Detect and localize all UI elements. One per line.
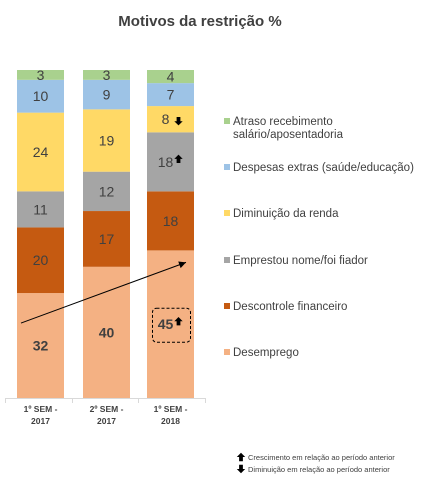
legend-swatch — [224, 118, 230, 124]
legend-label: Diminuição da renda — [233, 208, 339, 220]
bar-segment-desemprego — [147, 250, 194, 398]
data-label: 19 — [99, 133, 115, 149]
bar-segment-despesas-extras-saude-educacao — [17, 79, 64, 113]
bar-segment-descontrole-financeiro — [147, 191, 194, 251]
legend-swatch — [224, 164, 230, 170]
x-axis: 1º SEM -2017 2º SEM -2017 1º SEM -2018 — [5, 398, 206, 426]
decrease-arrow-icon — [236, 464, 246, 474]
indicator-key: Crescimento em relação ao período anteri… — [236, 452, 395, 474]
trend-arrow-line — [20, 261, 187, 324]
indicator-key-up: Crescimento em relação ao período anteri… — [248, 453, 395, 462]
bar-segment-emprestou-nome-foi-fiador — [83, 171, 130, 212]
bar-segment-desemprego — [83, 266, 130, 398]
decrease-arrow-icon — [174, 117, 183, 126]
bar-segment-atraso-recebimento-salario-aposentadoria — [147, 70, 194, 84]
legend-swatch — [224, 210, 230, 216]
legend-label: Despesas extras (saúde/educação) — [233, 162, 414, 174]
highlight-box — [152, 307, 191, 343]
data-label: 3 — [37, 67, 45, 83]
x-tick-label: 1º SEM -2018 — [154, 404, 188, 426]
bar-segment-diminuicao-da-renda — [17, 112, 64, 192]
bar-segment-descontrole-financeiro — [17, 227, 64, 294]
data-label: 10 — [33, 88, 49, 104]
data-label: 11 — [33, 201, 48, 217]
bars-layer — [17, 70, 194, 398]
data-label: 3 — [103, 67, 111, 83]
bar-segment-emprestou-nome-foi-fiador — [17, 191, 64, 228]
data-label: 7 — [167, 87, 175, 103]
legend-label: Atraso recebimento salário/aposentadoria — [233, 116, 344, 141]
bar-segment-atraso-recebimento-salario-aposentadoria — [17, 70, 64, 80]
legend: Atraso recebimento salário/aposentadoria D… — [224, 116, 414, 359]
bar-segment-emprestou-nome-foi-fiador — [147, 132, 194, 192]
bar-segment-descontrole-financeiro — [83, 211, 130, 267]
x-tick-label: 1º SEM -2017 — [24, 404, 58, 426]
legend-swatch — [224, 257, 230, 263]
data-label: 45 — [158, 316, 174, 332]
indicator-key-down: Diminuição em relação ao período anterio… — [248, 465, 390, 474]
data-label: 8 — [162, 111, 170, 127]
bar-segment-despesas-extras-saude-educacao — [83, 79, 130, 110]
chart-title: Motivos da restrição % — [118, 13, 281, 30]
bar-segment-despesas-extras-saude-educacao — [147, 83, 194, 107]
bar-segment-diminuicao-da-renda — [83, 109, 130, 172]
data-label: 20 — [33, 252, 49, 268]
legend-label: Emprestou nome/foi fiador — [233, 255, 368, 267]
legend-label: Descontrole financeiro — [233, 301, 347, 313]
data-label: 32 — [33, 338, 49, 354]
trend-arrowhead-icon — [178, 261, 186, 269]
increase-arrow-icon — [174, 154, 183, 164]
data-label: 9 — [103, 87, 111, 103]
data-label: 18 — [163, 213, 179, 229]
legend-swatch — [224, 349, 230, 355]
legend-swatch — [224, 303, 230, 309]
legend-label: Desemprego — [233, 347, 299, 359]
data-label: 40 — [99, 324, 115, 340]
overlay-layer: 32 20 11 24 10 3 40 17 12 19 9 3 45 18 18 8 7 4 — [20, 67, 191, 354]
data-label: 17 — [99, 231, 115, 247]
increase-arrow-icon — [174, 317, 183, 326]
increase-arrow-icon — [236, 452, 246, 462]
bar-segment-diminuicao-da-renda — [147, 106, 194, 133]
x-tick-label: 2º SEM -2017 — [90, 404, 124, 426]
data-label: 4 — [167, 69, 175, 85]
bar-segment-atraso-recebimento-salario-aposentadoria — [83, 70, 130, 80]
data-label: 24 — [33, 144, 49, 160]
data-label: 12 — [99, 183, 115, 199]
data-label: 18 — [158, 154, 174, 170]
